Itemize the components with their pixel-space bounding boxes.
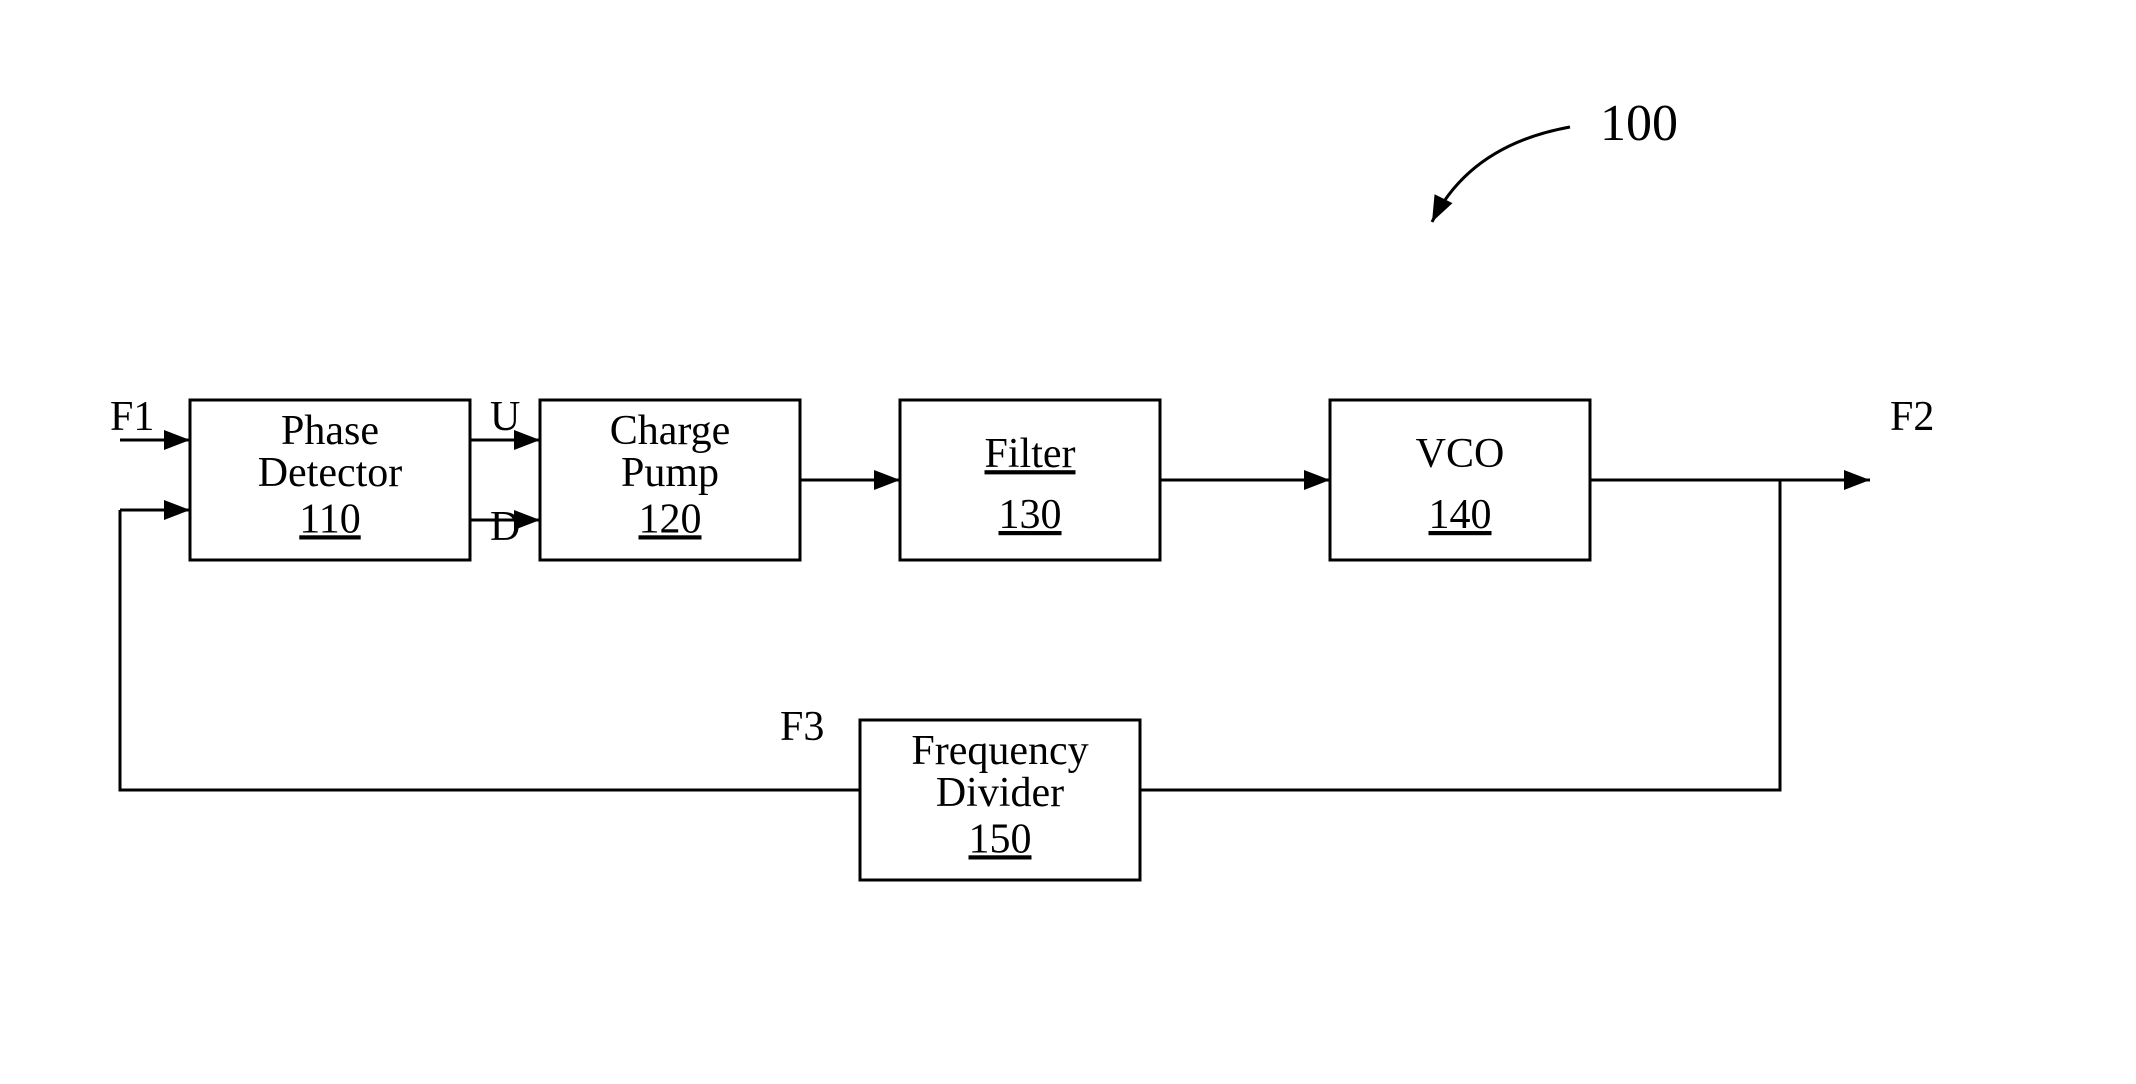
pll-block-diagram: 100 PhaseDetector110 ChargePump120 Filter 13… [0, 0, 2136, 1084]
signal-D: D [490, 504, 520, 550]
block-charge_pump-title1: Charge [610, 408, 731, 454]
block-phase_detector-title1: Phase [281, 408, 379, 454]
ref-100-label: 100 [1600, 95, 1678, 152]
block-charge_pump: ChargePump120 [540, 400, 800, 560]
block-phase_detector-ref: 110 [299, 496, 360, 542]
signal-U: U [490, 394, 520, 440]
block-freq_divider-ref: 150 [969, 816, 1032, 862]
wire-vco-out-arrowhead [1844, 470, 1870, 490]
block-filter: Filter 130 [900, 400, 1160, 560]
block-charge_pump-title2: Pump [621, 450, 719, 496]
ref-100-arrowhead [1432, 194, 1452, 222]
block-vco-ref: 140 [1429, 492, 1492, 538]
wire-f1-in-arrowhead [164, 430, 190, 450]
wire-feedback-into-pd-arrowhead [164, 500, 190, 520]
block-vco: VCO 140 [1330, 400, 1590, 560]
block-filter-title1: Filter [985, 431, 1076, 477]
block-charge_pump-ref: 120 [639, 496, 702, 542]
ref-100-arc [1432, 127, 1570, 222]
signal-F2: F2 [1890, 394, 1934, 440]
block-freq_divider-title2: Divider [936, 770, 1064, 816]
block-freq_divider-title1: Frequency [911, 728, 1088, 774]
signal-F3: F3 [780, 704, 824, 750]
block-vco-title1: VCO [1416, 431, 1505, 477]
signal-F1: F1 [110, 394, 154, 440]
block-freq_divider: FrequencyDivider150 [860, 720, 1140, 880]
block-phase_detector: PhaseDetector110 [190, 400, 470, 560]
wire-cp-filter-arrowhead [874, 470, 900, 490]
wire-filter-vco-arrowhead [1304, 470, 1330, 490]
block-filter-ref: 130 [999, 492, 1062, 538]
block-phase_detector-title2: Detector [258, 450, 403, 496]
